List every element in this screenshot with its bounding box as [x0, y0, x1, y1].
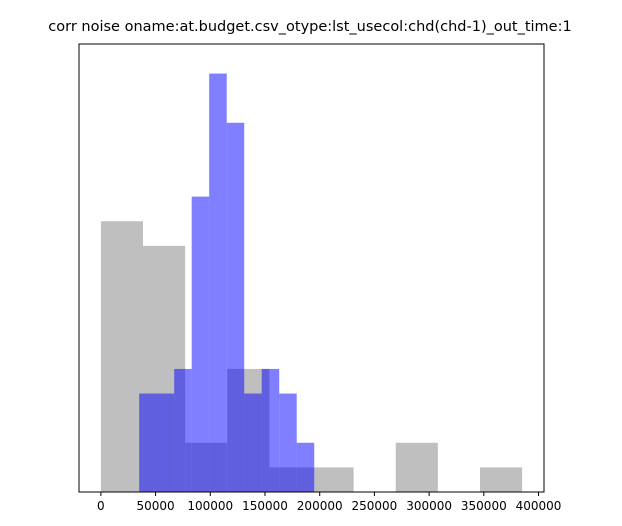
histogram-bar-series-1-bin-8 — [296, 442, 315, 492]
x-tick-label: 0 — [97, 499, 105, 513]
histogram-bar-series-0-bin-7 — [395, 442, 438, 492]
histogram-bar-series-1-bin-5 — [244, 393, 262, 492]
x-tick-label: 150000 — [242, 499, 288, 513]
x-tick-label: 250000 — [352, 499, 398, 513]
histogram-bar-series-1-bin-0 — [139, 393, 175, 492]
histogram-bar-series-0-bin-9 — [479, 467, 523, 492]
x-axis-ticks: 0 50000 100000 150000 200000 250000 300000 3500… — [97, 492, 561, 513]
x-tick-label: 300000 — [406, 499, 452, 513]
x-tick-label: 350000 — [461, 499, 507, 513]
histogram-bar-series-1-bin-6 — [261, 368, 280, 492]
histogram-bar-series-0-bin-5 — [311, 467, 354, 492]
histogram-bar-series-1-bin-3 — [209, 73, 227, 493]
axes-frame — [78, 43, 545, 493]
histogram-bars — [100, 73, 523, 493]
histogram-bar-series-0-bin-0 — [100, 221, 144, 492]
x-tick-label: 200000 — [297, 499, 343, 513]
histogram-bar-series-1-bin-4 — [226, 122, 245, 493]
x-tick-label: 50000 — [136, 499, 174, 513]
histogram-bar-series-1-bin-1 — [174, 368, 192, 492]
histogram-bar-series-1-bin-7 — [279, 393, 297, 492]
histogram-bar-series-1-bin-2 — [191, 196, 210, 492]
x-tick-label: 100000 — [187, 499, 233, 513]
chart-title: corr noise oname:at.budget.csv_otype:lst… — [48, 19, 571, 35]
x-tick-label: 400000 — [516, 499, 562, 513]
